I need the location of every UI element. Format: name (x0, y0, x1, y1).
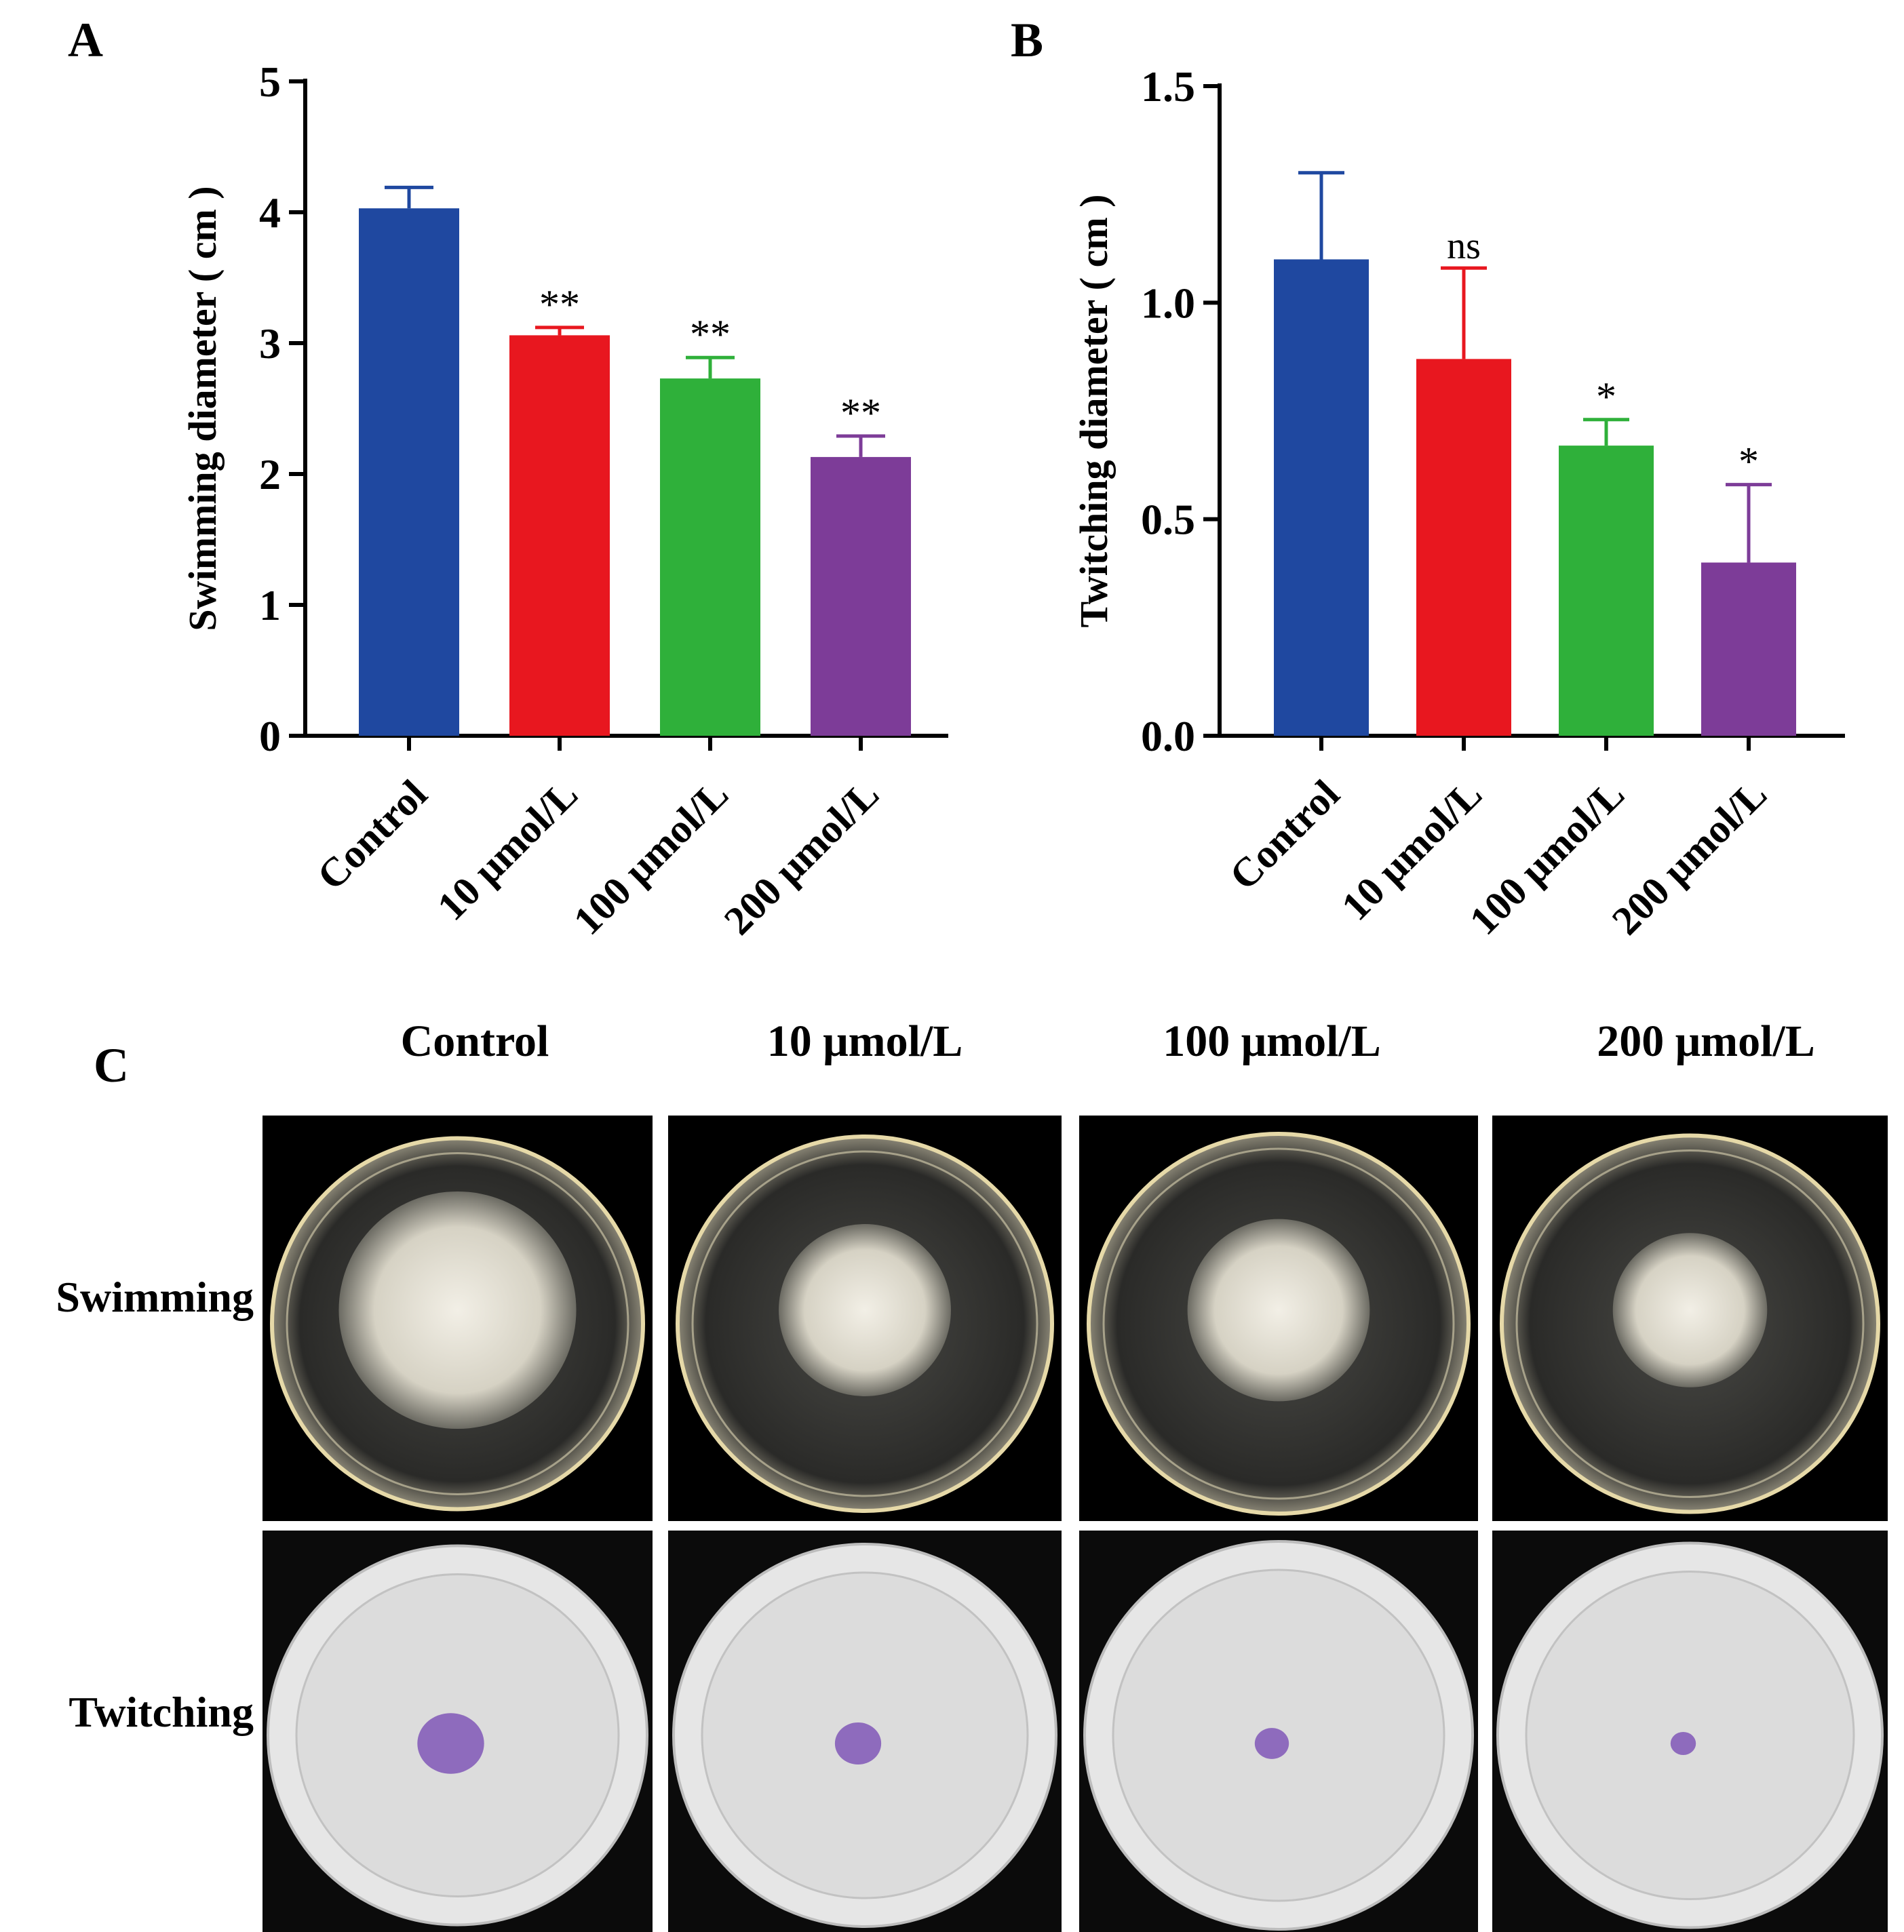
bar (1274, 259, 1369, 736)
twitching-stain (1670, 1731, 1696, 1756)
y-tick-label: 1.0 (1141, 279, 1195, 327)
twitching-stain (1254, 1728, 1289, 1759)
swimming-plate-photo (263, 1116, 653, 1521)
significance-label: ** (539, 282, 580, 327)
significance-label: ns (1447, 225, 1481, 267)
x-tick-label: Control (309, 772, 435, 899)
petri-dish-rim (1102, 1147, 1455, 1500)
bar (509, 335, 610, 736)
x-tick-label: 10 μmol/L (429, 772, 586, 929)
twitching-plate-photo (668, 1531, 1062, 1932)
y-axis-label: Twitching diameter ( cm ) (1072, 195, 1116, 628)
row-label-twitching: Twitching (69, 1688, 254, 1736)
y-tick-label: 0.5 (1141, 496, 1195, 544)
petri-dish-rim (1515, 1149, 1865, 1498)
x-tick-label: Control (1221, 772, 1348, 899)
x-tick-label: 200 μmol/L (716, 772, 887, 943)
swimming-plate-photo (668, 1116, 1062, 1521)
y-tick-label: 1 (259, 581, 281, 629)
significance-label: * (1596, 374, 1616, 419)
significance-label: ** (840, 391, 881, 435)
twitching-stain (417, 1713, 484, 1774)
y-tick-label: 5 (259, 58, 281, 106)
x-tick-label: 100 μmol/L (1461, 772, 1633, 943)
twitching-stain (834, 1722, 882, 1765)
swimming-colony (779, 1224, 951, 1396)
y-tick-label: 0 (259, 712, 281, 760)
y-tick-label: 0.0 (1141, 712, 1195, 760)
swimming-colony (338, 1191, 577, 1430)
swimming-plate-photo (1492, 1116, 1888, 1521)
panel-label-a: A (68, 13, 103, 67)
x-tick-label: 200 μmol/L (1604, 772, 1775, 943)
column-header-10: 10 μmol/L (766, 1017, 963, 1066)
panel-label-b: B (1011, 13, 1044, 67)
x-tick-label: 100 μmol/L (565, 772, 737, 943)
petri-dish-rim (691, 1150, 1038, 1497)
swimming-colony (1187, 1219, 1370, 1402)
row-label-swimming: Swimming (56, 1273, 254, 1321)
column-header-control: Control (400, 1017, 549, 1066)
y-axis-label: Swimming diameter ( cm ) (180, 186, 225, 631)
swimming-plate-photo (1079, 1116, 1478, 1521)
y-tick-label: 2 (259, 450, 281, 498)
column-header-100: 100 μmol/L (1163, 1017, 1381, 1066)
bar (660, 378, 760, 736)
bar (359, 208, 459, 736)
y-tick-label: 3 (259, 319, 281, 368)
y-tick-label: 1.5 (1141, 62, 1195, 111)
twitching-plate-photo (263, 1531, 653, 1932)
significance-label: * (1738, 439, 1759, 484)
column-header-200: 200 μmol/L (1597, 1017, 1815, 1066)
bar (1416, 359, 1511, 736)
panel-label-c: C (94, 1038, 129, 1092)
significance-label: ** (690, 312, 731, 357)
twitching-plate-photo (1492, 1531, 1888, 1932)
petri-dish-rim (286, 1152, 629, 1495)
swimming-bar-chart: 0 1 2 3 4 5 Swimming diameter ( cm ) Control ** 1… (180, 58, 948, 943)
bar (1701, 562, 1796, 736)
swimming-colony (1612, 1233, 1768, 1387)
twitching-plate-photo (1079, 1531, 1478, 1932)
twitching-bar-chart: 0.0 0.5 1.0 1.5 Twitching diameter ( cm ) Con… (1072, 62, 1845, 943)
bar (1559, 446, 1654, 736)
bar (811, 456, 911, 736)
y-tick-label: 4 (259, 189, 281, 237)
